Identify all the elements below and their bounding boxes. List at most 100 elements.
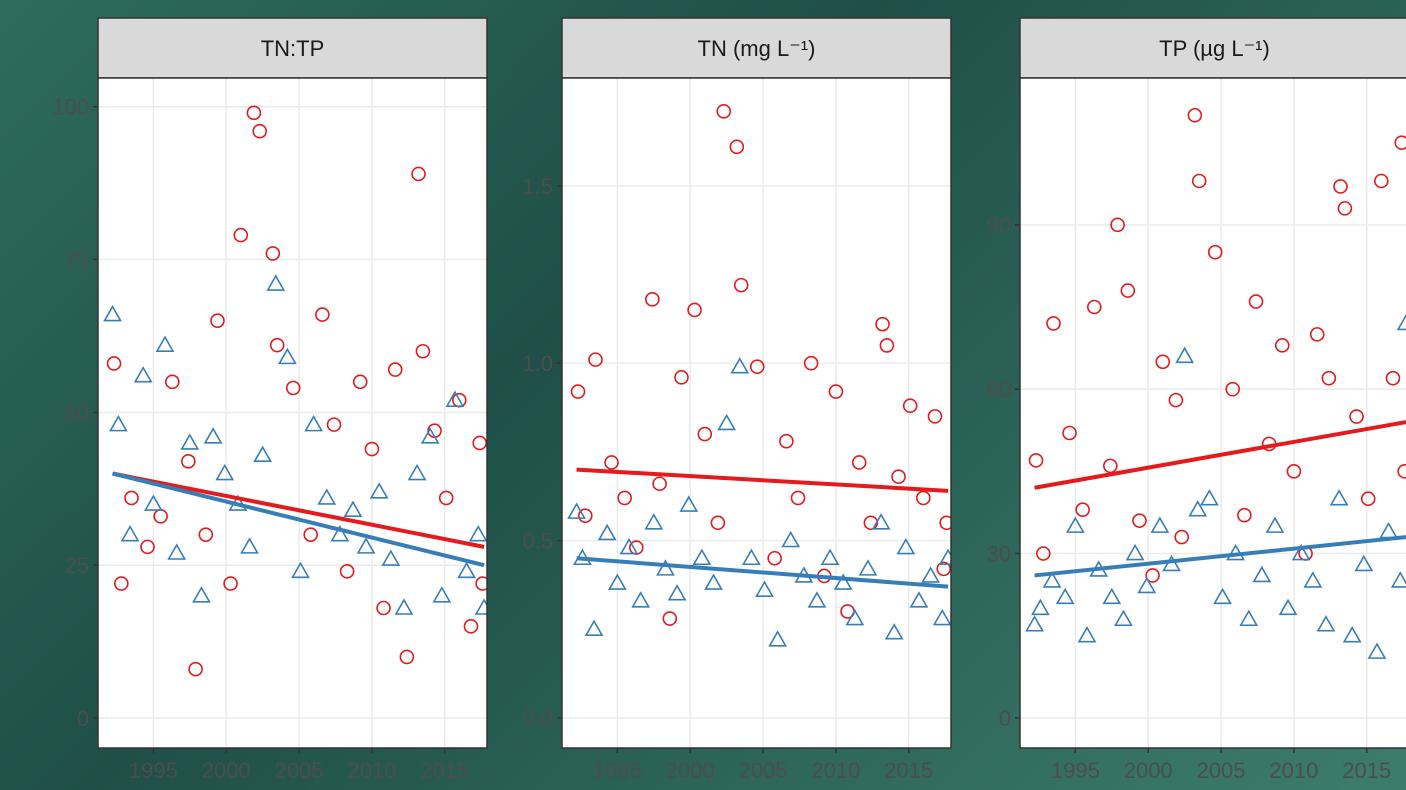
circle-point [326,417,342,432]
triangle-point [1291,543,1311,561]
triangle-point [109,415,128,432]
circle-point [674,370,689,385]
triangle-point [407,463,427,481]
circle-point [181,453,196,469]
triangle-point [155,335,175,352]
triangle-point [845,608,865,626]
strip-background [561,17,952,79]
circle-point [1321,370,1337,386]
circle-point [1397,464,1406,479]
panel-border [97,77,488,749]
triangle-point [1200,489,1219,506]
circle-point [733,277,749,293]
y-tick-label: 50 [65,400,89,425]
circle-point [475,576,487,591]
circle-point [645,292,660,307]
triangle-point [133,366,153,383]
circle-point [1155,354,1171,370]
panel [98,78,487,748]
triangle-point [667,584,687,601]
circle-point [415,343,431,359]
triangle-point [1390,571,1406,588]
circle-point [803,355,819,371]
circle-point [233,227,249,243]
triangle-point [1055,587,1075,605]
panel-title: TN (mg L⁻¹) [698,36,816,61]
triangle-point [1239,609,1259,627]
circle-point [729,139,745,155]
circle-point [749,359,765,375]
y-tick-label: 90 [987,213,1011,238]
triangle-point [1175,346,1195,364]
triangle-point [474,598,487,615]
circle-point [124,490,139,506]
circle-point [1187,107,1203,123]
triangle-point [468,525,487,542]
triangle-point [921,566,940,583]
circle-point [265,246,281,261]
triangle-point [692,548,712,566]
circle-point [617,490,632,506]
circle-point [1028,453,1044,468]
circle-point [939,515,951,531]
triangle-point [203,427,223,444]
triangle-point [432,586,452,603]
triangle-point [266,274,286,291]
circle-point [114,576,129,591]
trend-line [112,471,485,568]
triangle-point [394,598,414,615]
triangle-point [143,494,163,511]
circle-point [210,313,225,328]
y-tick-label: 25 [65,553,89,578]
circle-point [790,490,806,506]
circle-point [578,508,593,523]
circle-point [1132,513,1147,528]
triangle-point [304,415,324,432]
x-tick-label: 2005 [739,758,788,783]
circle-point [662,611,678,626]
panel-title: TP (µg L⁻¹) [1159,36,1270,61]
triangle-point [656,559,675,576]
triangle-point [167,543,187,560]
circle-point [1286,464,1302,479]
triangle-point [833,573,853,590]
triangle-point [742,548,761,566]
circle-point [1207,244,1223,260]
circle-point [1333,179,1348,194]
circle-point [188,661,203,677]
circle-point [364,441,380,457]
x-tick-label: 1995 [593,758,642,783]
triangle-point [584,619,604,636]
circle-point [252,123,268,139]
circle-point [198,527,214,542]
circle-point [891,469,906,484]
triangle-point [1150,516,1170,533]
triangle-point [644,513,664,530]
triangle-point [192,586,211,603]
triangle-point [884,623,904,640]
y-tick-label: 30 [987,542,1011,567]
triangle-point [1213,587,1232,605]
triangle-point [807,591,827,608]
circle-point [604,455,619,470]
circle-point [1191,173,1207,189]
triangle-point [619,537,639,555]
triangle-point [120,525,140,542]
circle-point [1374,173,1389,189]
triangle-point [381,549,401,566]
circle-point [927,409,943,424]
x-tick-label: 2010 [347,758,396,783]
x-tick-label: 1995 [129,758,178,783]
circle-point [851,455,867,470]
circle-point [936,561,951,577]
panel-background [562,78,951,748]
circle-point [687,302,702,318]
circle-point [716,104,732,119]
triangle-point [1316,615,1336,632]
triangle-point [1329,489,1349,506]
triangle-point [730,357,750,374]
triangle-point [330,525,350,542]
triangle-point [1265,516,1285,533]
circle-point [223,576,238,591]
